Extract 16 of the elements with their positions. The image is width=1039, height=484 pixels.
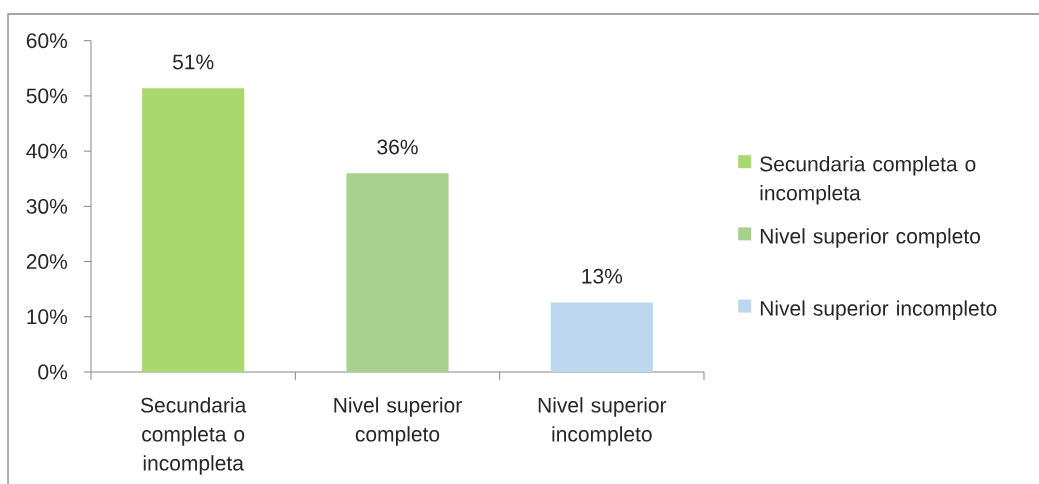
- x-tick-label: Nivel superior incompleto: [538, 397, 667, 446]
- data-label: 36%: [377, 139, 418, 155]
- y-tick-label: 10%: [27, 309, 68, 325]
- y-tick-label: 30%: [26, 198, 68, 214]
- data-label: 51%: [173, 54, 214, 70]
- y-tick-label: 40%: [26, 143, 68, 159]
- x-tick-label: Nivel superior completo: [334, 397, 462, 446]
- data-label: 13%: [582, 268, 623, 284]
- x-tick-label: Secundaria completa o incompleta: [141, 397, 247, 475]
- legend-label: Secundaria completa o incompleta: [760, 156, 976, 205]
- y-tick-label: 50%: [26, 88, 68, 104]
- y-tick-label: 0%: [38, 364, 68, 380]
- y-tick-label: 20%: [26, 254, 68, 269]
- legend-label: Nivel superior completo: [760, 228, 980, 248]
- legend-label: Nivel superior incompleto: [760, 300, 997, 320]
- y-tick-label: 60%: [26, 33, 68, 49]
